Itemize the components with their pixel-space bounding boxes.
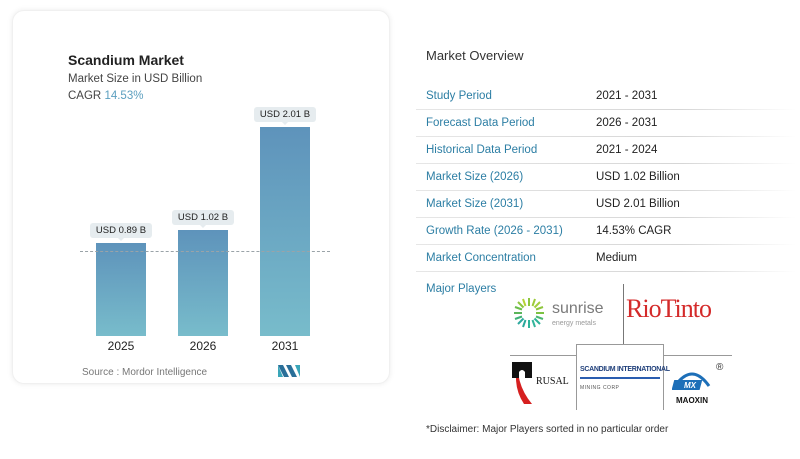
overview-value: USD 2.01 Billion bbox=[596, 198, 680, 210]
sunrise-name: sunrise bbox=[552, 300, 604, 317]
row-divider bbox=[416, 217, 796, 218]
x-axis-label: 2026 bbox=[189, 339, 217, 353]
overview-key: Market Size (2031) bbox=[426, 198, 524, 210]
row-divider bbox=[416, 109, 796, 110]
overview-key: Market Size (2026) bbox=[426, 171, 524, 183]
svg-text:MX: MX bbox=[684, 381, 697, 390]
overview-key: Market Concentration bbox=[426, 252, 536, 264]
major-players-logos: sunrise energy metals RioTinto RUSAL SCA… bbox=[510, 284, 732, 412]
bar-value-label: USD 1.02 B bbox=[172, 210, 234, 228]
x-axis-label: 2025 bbox=[107, 339, 135, 353]
cagr-label: CAGR bbox=[68, 90, 102, 102]
row-divider bbox=[416, 163, 796, 164]
source-text: Source : Mordor Intelligence bbox=[82, 367, 208, 378]
row-divider bbox=[416, 136, 796, 137]
maoxin-mark-icon: MX bbox=[672, 372, 711, 390]
scandium-international-logo: SCANDIUM INTERNATIONAL MINING CORP bbox=[580, 366, 670, 406]
overview-row: Market Concentration Medium bbox=[416, 245, 796, 272]
overview-key: Forecast Data Period bbox=[426, 117, 535, 129]
scandium-intl-tagline: MINING CORP bbox=[580, 385, 620, 391]
x-axis-label: 2031 bbox=[271, 339, 299, 353]
maoxin-name: MAOXIN bbox=[676, 396, 708, 405]
sunrise-logo: sunrise energy metals bbox=[512, 290, 620, 336]
overview-key: Growth Rate (2026 - 2031) bbox=[426, 225, 563, 237]
overview-key: Study Period bbox=[426, 90, 492, 102]
rusal-logo: RUSAL bbox=[512, 362, 574, 406]
major-players-label: Major Players bbox=[426, 283, 497, 295]
overview-value: 2021 - 2031 bbox=[596, 90, 658, 102]
overview-key: Historical Data Period bbox=[426, 144, 538, 156]
divider bbox=[623, 284, 624, 346]
overview-row: Historical Data Period 2021 - 2024 bbox=[416, 137, 796, 164]
overview-value: 2021 - 2024 bbox=[596, 144, 658, 156]
sunrise-tagline: energy metals bbox=[552, 320, 596, 327]
divider bbox=[580, 377, 660, 379]
maoxin-logo: MX ® MAOXIN bbox=[670, 362, 730, 408]
bar-value-label: USD 0.89 B bbox=[90, 223, 152, 241]
chart-title: Scandium Market bbox=[68, 52, 184, 68]
chart-cagr: CAGR 14.53% bbox=[68, 90, 143, 102]
bar-2025 bbox=[96, 243, 146, 336]
reference-dashed-line bbox=[80, 251, 330, 252]
row-divider bbox=[416, 190, 796, 191]
disclaimer: *Disclaimer: Major Players sorted in no … bbox=[426, 424, 669, 435]
bar-2031 bbox=[260, 127, 310, 336]
overview-value: Medium bbox=[596, 252, 637, 264]
overview-title: Market Overview bbox=[426, 48, 524, 63]
overview-row: Forecast Data Period 2026 - 2031 bbox=[416, 110, 796, 137]
maoxin-registered-mark: ® bbox=[716, 362, 724, 373]
sunburst-icon bbox=[514, 298, 544, 328]
overview-value: USD 1.02 Billion bbox=[596, 171, 680, 183]
overview-value: 2026 - 2031 bbox=[596, 117, 658, 129]
overview-row: Market Size (2026) USD 1.02 Billion bbox=[416, 164, 796, 191]
overview-row: Market Size (2031) USD 2.01 Billion bbox=[416, 191, 796, 218]
rusal-mark-icon bbox=[512, 362, 532, 404]
chart-subtitle: Market Size in USD Billion bbox=[68, 73, 203, 85]
bar-2026 bbox=[178, 230, 228, 336]
scandium-intl-name: SCANDIUM INTERNATIONAL bbox=[580, 366, 670, 373]
overview-row: Growth Rate (2026 - 2031) 14.53% CAGR bbox=[416, 218, 796, 245]
bar-value-label: USD 2.01 B bbox=[254, 107, 316, 125]
overview-value: 14.53% CAGR bbox=[596, 225, 672, 237]
row-divider bbox=[416, 244, 796, 245]
riotinto-logo: RioTinto bbox=[626, 294, 712, 323]
cagr-value: 14.53% bbox=[104, 90, 144, 102]
mordor-intelligence-logo bbox=[278, 365, 300, 377]
rusal-name: RUSAL bbox=[536, 376, 569, 387]
row-divider bbox=[416, 271, 796, 272]
overview-row: Study Period 2021 - 2031 bbox=[416, 83, 796, 110]
